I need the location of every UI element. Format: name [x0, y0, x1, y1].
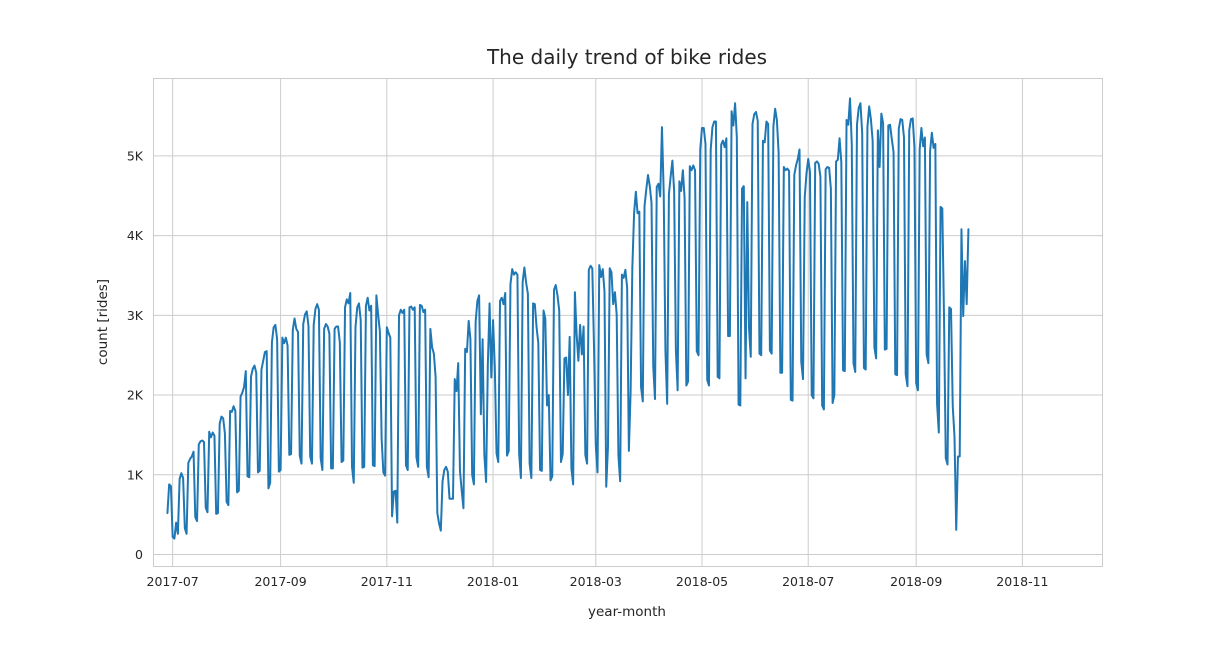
- x-tick-label: 2018-05: [676, 574, 728, 589]
- y-axis-label: count [rides]: [95, 279, 111, 365]
- x-tick-label: 2018-09: [890, 574, 942, 589]
- y-tick-label: 3K: [127, 308, 144, 323]
- y-tick-label: 5K: [127, 148, 144, 163]
- x-tick-label: 2017-09: [254, 574, 306, 589]
- series-layer: [166, 97, 970, 540]
- y-tick-label: 0: [135, 547, 143, 562]
- x-tick-label: 2018-03: [570, 574, 622, 589]
- chart-title: The daily trend of bike rides: [486, 45, 767, 69]
- x-tick-label: 2017-11: [361, 574, 413, 589]
- x-axis-label: year-month: [588, 604, 666, 620]
- x-tick-label: 2018-07: [782, 574, 834, 589]
- tick-layer: 2017-07 2017-09 2017-11 2018-01 2018-03 2018-…: [127, 148, 1049, 589]
- plot-frame: [153, 78, 1103, 567]
- y-tick-label: 4K: [127, 228, 144, 243]
- x-tick-label: 2018-01: [467, 574, 519, 589]
- y-tick-label: 2K: [127, 388, 144, 403]
- series-line: [166, 97, 970, 540]
- y-tick-label: 1K: [127, 467, 144, 482]
- x-tick-label: 2018-11: [996, 574, 1048, 589]
- x-tick-label: 2017-07: [147, 574, 199, 589]
